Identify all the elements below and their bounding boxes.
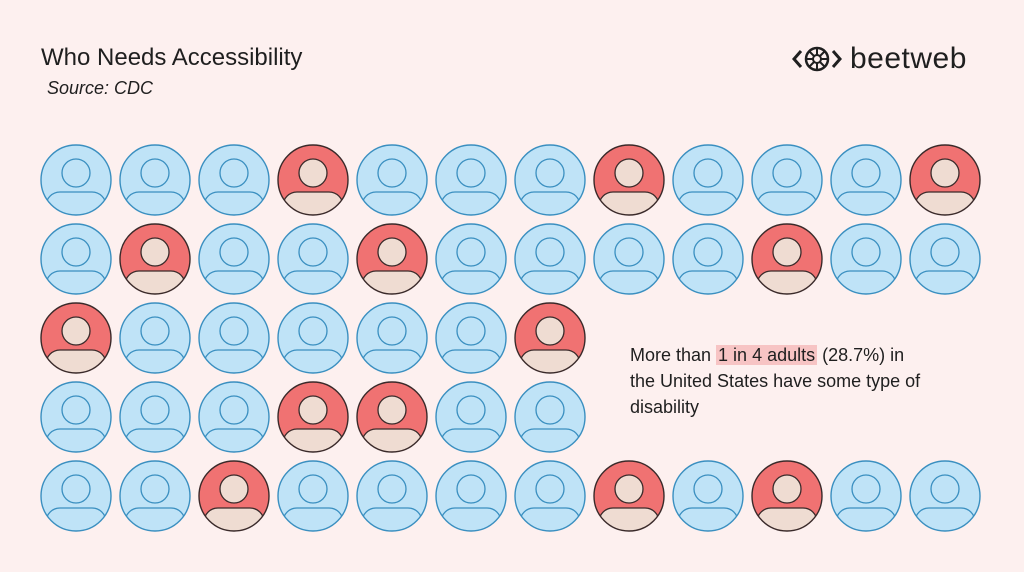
person-icon-disabled bbox=[593, 144, 665, 216]
person-icon-disabled bbox=[751, 223, 823, 295]
person-icon bbox=[119, 460, 191, 532]
person-icon bbox=[435, 223, 507, 295]
person-icon bbox=[514, 381, 586, 453]
source: Source: CDC bbox=[47, 78, 154, 98]
person-icon bbox=[672, 223, 744, 295]
person-icon bbox=[277, 460, 349, 532]
person-icon-disabled bbox=[277, 381, 349, 453]
person-icon bbox=[435, 460, 507, 532]
person-icon bbox=[909, 460, 981, 532]
person-icon bbox=[672, 460, 744, 532]
person-icon bbox=[119, 302, 191, 374]
person-icon bbox=[198, 223, 270, 295]
person-icon bbox=[277, 223, 349, 295]
callout-highlight: 1 in 4 adults bbox=[716, 345, 818, 365]
person-icon bbox=[356, 460, 428, 532]
person-icon bbox=[672, 144, 744, 216]
person-icon bbox=[277, 302, 349, 374]
callout: More than 1 in 4 adults (28.7%) in the U… bbox=[630, 342, 930, 420]
person-icon bbox=[356, 302, 428, 374]
person-icon-disabled bbox=[198, 460, 270, 532]
person-icon-disabled bbox=[514, 302, 586, 374]
person-icon bbox=[198, 302, 270, 374]
person-icon bbox=[435, 381, 507, 453]
person-icon bbox=[830, 144, 902, 216]
brand-logo bbox=[792, 46, 842, 72]
person-icon bbox=[909, 223, 981, 295]
person-icon bbox=[435, 302, 507, 374]
person-icon bbox=[198, 381, 270, 453]
person-icon-disabled bbox=[593, 460, 665, 532]
person-icon bbox=[830, 223, 902, 295]
person-icon-disabled bbox=[356, 223, 428, 295]
person-icon-disabled bbox=[40, 302, 112, 374]
person-icon bbox=[514, 460, 586, 532]
person-icon bbox=[356, 144, 428, 216]
person-icon bbox=[40, 144, 112, 216]
person-icon bbox=[40, 223, 112, 295]
person-icon-disabled bbox=[119, 223, 191, 295]
person-icon-disabled bbox=[356, 381, 428, 453]
person-icon bbox=[514, 223, 586, 295]
person-icon bbox=[40, 381, 112, 453]
person-icon bbox=[119, 144, 191, 216]
person-icon bbox=[830, 460, 902, 532]
person-icon bbox=[119, 381, 191, 453]
person-icon bbox=[198, 144, 270, 216]
person-icon bbox=[435, 144, 507, 216]
person-icon bbox=[751, 144, 823, 216]
person-icon bbox=[593, 223, 665, 295]
person-icon-disabled bbox=[277, 144, 349, 216]
person-icon-disabled bbox=[909, 144, 981, 216]
title: Who Needs Accessibility bbox=[41, 44, 303, 71]
brand[interactable]: beetweb bbox=[792, 42, 967, 76]
person-icon bbox=[40, 460, 112, 532]
callout-text: (28.7%) in the United States have some t… bbox=[630, 345, 921, 417]
callout-text: More than bbox=[630, 345, 717, 365]
brand-name: beetweb bbox=[850, 42, 967, 75]
person-icon bbox=[514, 144, 586, 216]
person-icon-disabled bbox=[751, 460, 823, 532]
